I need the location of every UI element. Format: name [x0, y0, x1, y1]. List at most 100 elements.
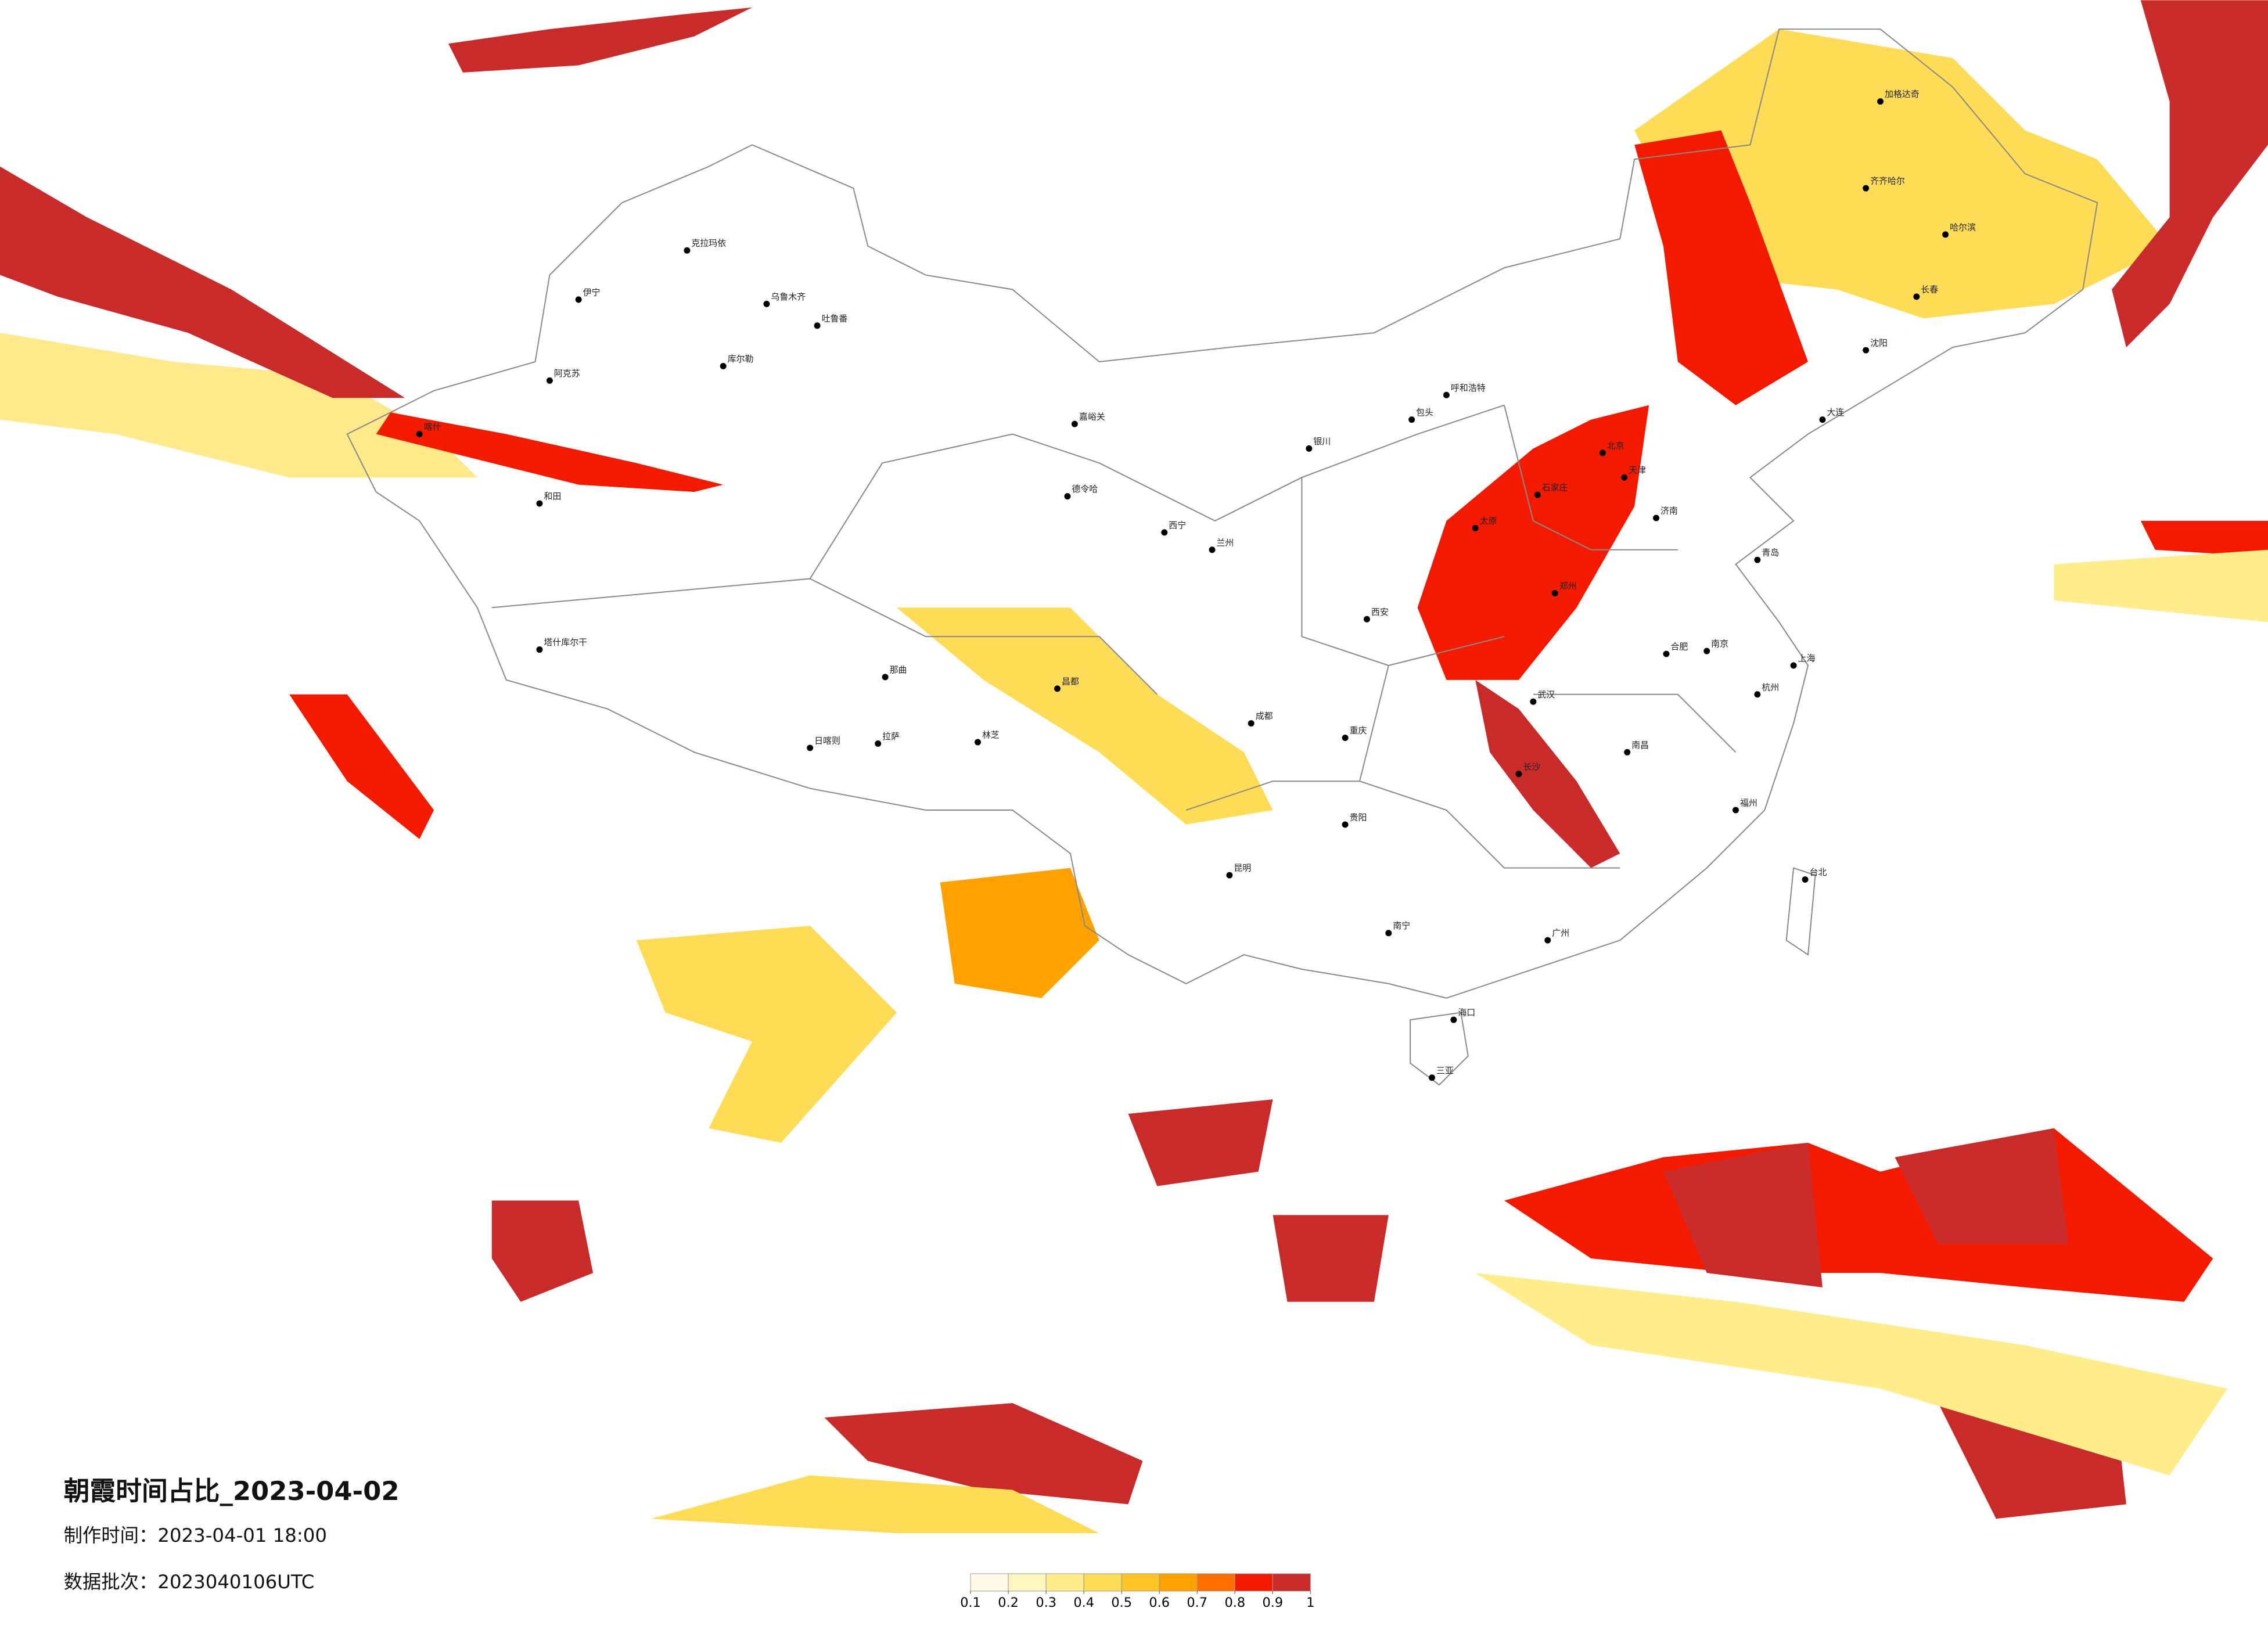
colorbar-swatch	[1196, 1573, 1235, 1592]
city-label: 塔什库尔干	[544, 637, 587, 647]
city-dot	[1863, 347, 1870, 354]
colorbar-swatch	[1272, 1573, 1311, 1592]
city-label: 青岛	[1762, 548, 1779, 558]
colorbar-swatch	[970, 1573, 1009, 1592]
city-dot	[1551, 589, 1558, 596]
heat-area	[0, 333, 477, 478]
city-dot	[1621, 474, 1628, 481]
city-label: 呼和浩特	[1451, 383, 1486, 393]
city-dot	[1515, 771, 1522, 778]
city-dot	[1802, 876, 1809, 883]
colorbar-tick-label: 0.6	[1149, 1595, 1170, 1610]
city-dot	[1385, 930, 1392, 937]
heat-area	[491, 1200, 594, 1302]
city-label: 林芝	[982, 729, 1000, 740]
city-dot	[416, 431, 423, 437]
city-dot	[1754, 556, 1761, 563]
city-label: 太原	[1480, 516, 1497, 526]
city-dot	[1248, 720, 1255, 727]
heat-area	[448, 7, 753, 73]
city-dot	[684, 247, 691, 254]
city-label: 长沙	[1523, 761, 1540, 772]
city-dot	[536, 646, 543, 653]
city-dot	[1624, 749, 1631, 756]
city-dot	[1408, 416, 1415, 423]
city-dot	[1429, 1074, 1436, 1081]
city-label: 昆明	[1234, 863, 1251, 873]
city-label: 北京	[1607, 440, 1624, 451]
colorbar-tick-label: 0.2	[998, 1595, 1019, 1610]
heat-area	[2112, 0, 2268, 348]
city-dot	[1544, 937, 1551, 944]
heat-layer	[0, 0, 2268, 1534]
city-label: 南宁	[1393, 920, 1410, 931]
colorbar-tick-label: 0.4	[1073, 1595, 1094, 1610]
city-label: 伊宁	[583, 287, 601, 297]
city-label: 包头	[1416, 407, 1433, 418]
city-label: 福州	[1740, 798, 1757, 808]
heat-area	[0, 166, 405, 398]
city-dot	[1054, 685, 1061, 692]
city-dot	[1161, 529, 1168, 536]
city-label: 德令哈	[1072, 484, 1098, 494]
city-label: 重庆	[1350, 725, 1367, 736]
island-border	[1410, 1012, 1469, 1086]
city-dot	[1450, 1016, 1457, 1023]
made-time: 制作时间：2023-04-01 18:00	[64, 1524, 327, 1546]
city-dot	[1599, 449, 1606, 456]
colorbar-swatch	[1121, 1573, 1160, 1592]
heat-area	[1634, 29, 2170, 319]
city-label: 贵阳	[1350, 812, 1367, 822]
city-label: 乌鲁木齐	[771, 292, 806, 302]
city-dot	[1209, 546, 1216, 553]
colorbar-swatch	[1159, 1573, 1198, 1592]
city-dot	[1653, 515, 1660, 521]
city-dot	[1534, 491, 1541, 498]
colorbar-tick-label: 0.5	[1111, 1595, 1132, 1610]
city-dot	[1342, 821, 1349, 828]
city-dot	[1363, 616, 1370, 623]
city-dot	[1472, 524, 1479, 531]
city-label: 西宁	[1169, 520, 1186, 530]
city-label: 拉萨	[882, 731, 900, 742]
city-label: 成都	[1256, 711, 1273, 721]
colorbar-tick-label: 0.9	[1262, 1595, 1283, 1610]
city-dot	[720, 362, 727, 369]
city-label: 哈尔滨	[1950, 222, 1976, 232]
city-label: 天津	[1629, 465, 1646, 476]
colorbar-swatch	[1083, 1573, 1122, 1592]
city-dot	[1819, 416, 1826, 423]
city-label: 海口	[1458, 1008, 1475, 1018]
city-label: 银川	[1313, 436, 1331, 447]
colorbar-tick-label: 0.7	[1187, 1595, 1207, 1610]
city-dot	[1530, 698, 1537, 705]
city-dot	[1071, 420, 1078, 427]
heat-area	[1895, 1128, 2069, 1244]
city-label: 克拉玛依	[691, 238, 726, 249]
heat-area	[2054, 549, 2268, 623]
city-label: 阿克苏	[554, 368, 580, 379]
city-dot	[575, 296, 582, 303]
colorbar-swatch	[1234, 1573, 1273, 1592]
city-dot	[807, 744, 814, 751]
city-label: 沈阳	[1870, 338, 1888, 348]
heat-area	[1417, 405, 1649, 680]
heat-area	[1475, 1272, 2228, 1476]
city-dot	[536, 500, 543, 507]
city-label: 嘉峪关	[1079, 412, 1105, 422]
city-dot	[1942, 231, 1949, 238]
city-label: 加格达奇	[1885, 89, 1920, 99]
city-dot	[1306, 445, 1313, 452]
heat-area	[289, 694, 434, 839]
city-label: 武汉	[1537, 689, 1555, 700]
city-label: 日喀则	[814, 735, 840, 746]
city-dot	[975, 739, 982, 746]
city-label: 台北	[1810, 867, 1827, 877]
city-label: 上海	[1798, 653, 1816, 664]
city-label: 库尔勒	[728, 354, 754, 364]
colorbar-swatch	[1045, 1573, 1084, 1592]
city-dot	[1342, 735, 1349, 741]
city-label: 合肥	[1670, 642, 1688, 652]
city-dot	[1790, 662, 1797, 669]
